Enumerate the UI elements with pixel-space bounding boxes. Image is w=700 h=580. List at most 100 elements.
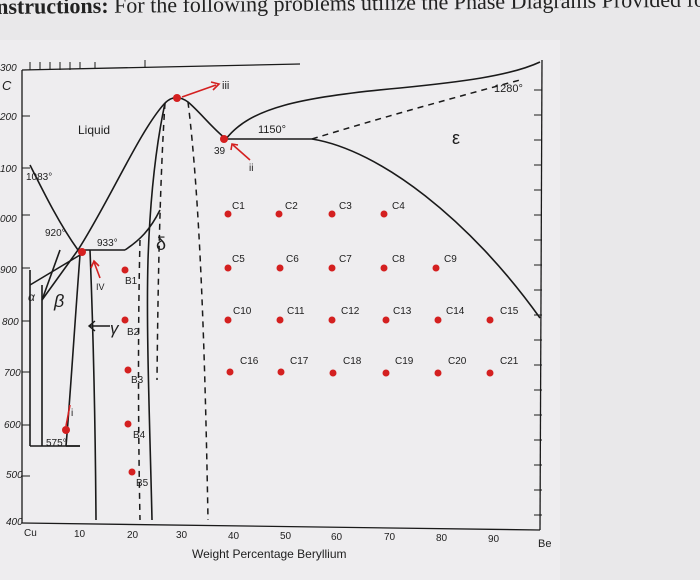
point-b5-dot [128, 468, 136, 476]
x-tick-90: 90 [488, 534, 500, 545]
point-c3-dot [328, 210, 336, 218]
point-b3-label: B3 [131, 375, 144, 386]
point-c10-label: C10 [233, 306, 252, 317]
point-c1-dot [224, 210, 232, 218]
phase-delta: δ [156, 234, 166, 254]
x-tick-40: 40 [228, 531, 240, 542]
phase-labels: Liquid ε δ β α γ [28, 123, 460, 338]
point-b5-label: B5 [136, 478, 149, 489]
x-tick-70: 70 [384, 532, 396, 543]
point-c17-label: C17 [290, 356, 309, 367]
point-c6-dot [276, 264, 284, 272]
point-c1-label: C1 [232, 201, 245, 212]
x-tick-60: 60 [331, 532, 343, 543]
point-c5-label: C5 [232, 254, 245, 265]
point-b2-dot [121, 316, 129, 324]
point-c7-label: C7 [339, 254, 352, 265]
y-tick-c: C [2, 78, 12, 93]
x-tick-be: Be [538, 538, 551, 550]
arrow-iii [181, 84, 217, 98]
point-c19-label: C19 [395, 356, 414, 367]
point-eutectic-dot [78, 248, 86, 256]
point-c21-dot [486, 369, 494, 377]
point-c11-label: C11 [287, 306, 305, 317]
point-c16-label: C16 [240, 356, 259, 367]
diagram-frame [21, 59, 543, 531]
point-c7-dot [328, 264, 336, 272]
point-c11-dot [276, 316, 284, 324]
x-axis-title: Weight Percentage Beryllium [192, 547, 347, 561]
point-c12-label: C12 [341, 306, 360, 317]
marker-ii: 39 ii [214, 135, 253, 174]
temp-575: 575° [46, 438, 67, 449]
point-c13-dot [382, 316, 390, 324]
arrow-ii-head [230, 143, 239, 151]
x-tick-cu: Cu [24, 528, 37, 539]
x-tick-80: 80 [436, 533, 448, 544]
y-tick-300: 300 [0, 63, 17, 74]
top-ticks [29, 60, 146, 70]
left-ticks [22, 115, 30, 477]
marker-i: i [62, 404, 73, 434]
point-c9-label: C9 [444, 254, 457, 265]
y-axis-labels: 300 C 200 100 000 900 800 700 600 500 40… [0, 63, 23, 528]
point-c17-dot [277, 368, 285, 376]
y-tick-200: 200 [0, 112, 17, 123]
temp-1083: 1083° [26, 172, 52, 183]
point-c8-label: C8 [392, 254, 405, 265]
y-tick-100: 100 [0, 164, 17, 175]
point-c14-label: C14 [446, 306, 465, 317]
x-tick-10: 10 [74, 529, 86, 540]
label-ii: ii [249, 163, 253, 174]
y-tick-700: 700 [4, 368, 21, 379]
point-b3-dot [124, 366, 132, 374]
y-tick-600: 600 [4, 420, 21, 431]
dashed-boundaries [137, 79, 521, 521]
y-tick-000: 000 [0, 214, 17, 225]
y-tick-400: 400 [6, 517, 23, 528]
temp-920: 920° [45, 228, 66, 239]
marker-iv: IV [78, 248, 105, 292]
point-39-dot [220, 135, 228, 143]
point-c19-dot [382, 369, 390, 377]
y-tick-500: 500 [6, 470, 23, 481]
x-tick-20: 20 [127, 530, 139, 541]
label-iv: IV [96, 282, 105, 292]
temp-1150: 1150° [258, 124, 286, 136]
phase-liquid: Liquid [78, 123, 110, 137]
point-c4-label: C4 [392, 201, 405, 212]
gamma-arrow [87, 320, 110, 332]
point-c2-label: C2 [285, 201, 298, 212]
point-c21-label: C21 [500, 356, 519, 367]
point-c15-label: C15 [500, 306, 519, 317]
arrow-iv-head [90, 259, 100, 269]
point-b1-dot [121, 266, 129, 274]
x-tick-30: 30 [176, 530, 188, 541]
b-points: B1 B2 B3 B4 B5 [121, 266, 149, 489]
point-c16-dot [226, 368, 234, 376]
point-c9-dot [432, 264, 440, 272]
temp-1280: 1280° [494, 83, 523, 95]
point-c14-dot [434, 316, 442, 324]
y-tick-900: 900 [0, 265, 17, 276]
point-c3-label: C3 [339, 201, 352, 212]
arrow-i [65, 404, 71, 427]
point-c8-dot [380, 264, 388, 272]
point-c18-label: C18 [343, 356, 362, 367]
arrow-iv [93, 261, 101, 279]
label-39: 39 [214, 146, 226, 157]
x-tick-50: 50 [280, 531, 292, 542]
arrow-ii [232, 144, 251, 161]
point-i-dot [62, 426, 70, 434]
diagram-paper [0, 40, 560, 580]
point-b2-label: B2 [127, 327, 140, 338]
label-i: i [71, 408, 73, 419]
phase-alpha: α [28, 290, 36, 304]
point-c2-dot [275, 210, 283, 218]
point-c5-dot [224, 264, 232, 272]
c-points: C1 C2 C3 C4 C5 C6 C7 C8 C9 C10 C11 C12 C… [224, 201, 519, 377]
temperature-labels: 1280° 1150° 1083° 933° 920° 575° [26, 83, 523, 449]
marker-iii: iii [173, 80, 229, 102]
point-b1-label: B1 [125, 276, 138, 287]
